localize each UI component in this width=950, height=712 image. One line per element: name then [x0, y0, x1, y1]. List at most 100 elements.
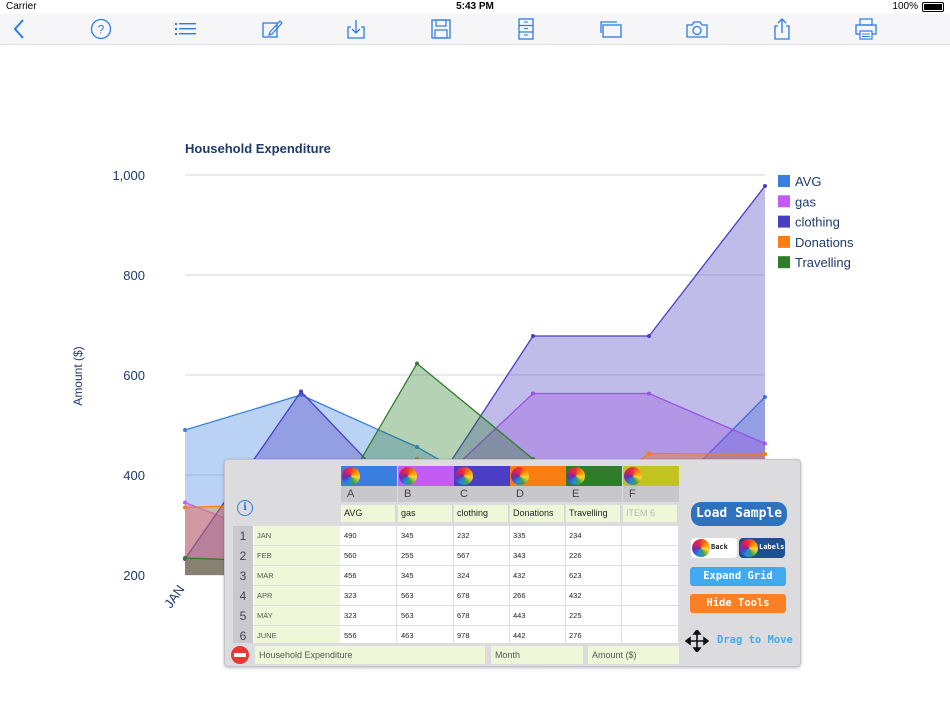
column-color-swatch[interactable]	[566, 466, 622, 486]
hide-tools-button[interactable]: Hide Tools	[690, 594, 786, 613]
data-cell[interactable]: 343	[510, 546, 566, 565]
column-color-swatch[interactable]	[341, 466, 397, 486]
data-cell[interactable]: 232	[454, 526, 510, 545]
y-tick-label: 400	[123, 468, 145, 483]
back-icon[interactable]	[6, 17, 32, 41]
legend-label: clothing	[795, 215, 840, 230]
data-cell[interactable]	[623, 586, 679, 605]
data-cell[interactable]: 490	[341, 526, 397, 545]
series-name-field[interactable]: ITEM 6	[623, 505, 678, 522]
data-cell[interactable]: 463	[398, 626, 454, 643]
data-cell[interactable]: 556	[341, 626, 397, 643]
share-icon[interactable]	[769, 17, 795, 41]
data-cell[interactable]: 323	[341, 606, 397, 625]
info-icon[interactable]: i	[237, 500, 253, 516]
row-label-field[interactable]: JAN	[254, 526, 340, 545]
filing-cabinet-icon[interactable]	[513, 17, 539, 41]
data-cell[interactable]: 345	[398, 566, 454, 585]
windows-icon[interactable]	[598, 17, 624, 41]
data-cell[interactable]: 432	[566, 586, 622, 605]
series-name-field[interactable]: Donations	[510, 505, 565, 522]
data-cell[interactable]: 266	[510, 586, 566, 605]
data-cell[interactable]	[623, 526, 679, 545]
column-header-d[interactable]: D	[510, 466, 566, 506]
series-name-field[interactable]: gas	[398, 505, 453, 522]
data-cell[interactable]: 324	[454, 566, 510, 585]
row-number: 5	[233, 606, 253, 626]
expand-grid-button[interactable]: Expand Grid	[690, 567, 786, 586]
data-point	[183, 556, 187, 560]
data-point	[647, 451, 651, 456]
row-label-field[interactable]: MAY	[254, 606, 340, 625]
edit-icon[interactable]	[259, 17, 285, 41]
back-color-button[interactable]: Back	[691, 538, 737, 558]
status-bar: Carrier 5:43 PM 100%	[0, 0, 950, 14]
data-cell[interactable]	[623, 546, 679, 565]
battery-icon	[922, 1, 944, 12]
column-header-e[interactable]: E	[566, 466, 622, 506]
data-cell[interactable]	[623, 566, 679, 585]
data-cell[interactable]: 563	[398, 586, 454, 605]
data-cell[interactable]: 563	[398, 606, 454, 625]
data-cell[interactable]: 276	[566, 626, 622, 643]
print-icon[interactable]	[853, 17, 879, 41]
labels-color-button[interactable]: Labels	[739, 538, 785, 558]
drag-handle[interactable]: Drag to Move	[684, 628, 795, 654]
data-cell[interactable]: 225	[566, 606, 622, 625]
download-icon[interactable]	[343, 17, 369, 41]
data-cell[interactable]: 442	[510, 626, 566, 643]
data-cell[interactable]: 335	[510, 526, 566, 545]
column-letter: C	[454, 486, 510, 502]
row-number: 3	[233, 566, 253, 586]
row-label-field[interactable]: APR	[254, 586, 340, 605]
column-color-swatch[interactable]	[510, 466, 566, 486]
clear-icon[interactable]	[231, 646, 249, 664]
row-label-field[interactable]: MAR	[254, 566, 340, 585]
column-letter: E	[566, 486, 622, 502]
table-row: 5 MAY 323 563 678 443 225	[233, 606, 679, 626]
y-axis-label-field[interactable]: Amount ($)	[588, 646, 679, 664]
camera-icon[interactable]	[684, 17, 710, 41]
help-icon[interactable]: ?	[88, 17, 114, 41]
data-cell[interactable]: 623	[566, 566, 622, 585]
data-cell[interactable]: 255	[398, 546, 454, 565]
data-cell[interactable]: 678	[454, 586, 510, 605]
legend-swatch	[778, 256, 790, 269]
column-color-swatch[interactable]	[398, 466, 454, 486]
save-icon[interactable]	[428, 17, 454, 41]
data-cell[interactable]: 432	[510, 566, 566, 585]
labels-color-label: Labels	[759, 543, 785, 551]
data-point	[183, 505, 187, 510]
row-label-field[interactable]: FEB	[254, 546, 340, 565]
column-header-b[interactable]: B	[398, 466, 454, 506]
series-name-field[interactable]: clothing	[454, 505, 509, 522]
move-arrows-icon	[684, 628, 710, 654]
column-header-a[interactable]: A	[341, 466, 397, 506]
data-cell[interactable]: 560	[341, 546, 397, 565]
row-number: 6	[233, 626, 253, 643]
row-label-field[interactable]: JUNE	[254, 626, 340, 643]
data-cell[interactable]: 234	[566, 526, 622, 545]
x-axis-label-field[interactable]: Month	[491, 646, 583, 664]
data-cell[interactable]: 323	[341, 586, 397, 605]
chart-title-field[interactable]: Household Expenditure	[255, 646, 485, 664]
list-icon[interactable]	[173, 17, 199, 41]
series-line	[184, 185, 766, 560]
data-cell[interactable]: 456	[341, 566, 397, 585]
data-cell[interactable]: 678	[454, 606, 510, 625]
load-sample-button[interactable]: Load Sample	[691, 502, 787, 526]
data-cell[interactable]: 978	[454, 626, 510, 643]
column-color-swatch[interactable]	[623, 466, 679, 486]
data-cell[interactable]	[623, 626, 679, 643]
data-cell[interactable]: 443	[510, 606, 566, 625]
column-header-c[interactable]: C	[454, 466, 510, 506]
column-header-f[interactable]: F	[623, 466, 679, 506]
series-name-field[interactable]: AVG	[341, 505, 396, 522]
data-cell[interactable]: 226	[566, 546, 622, 565]
data-cell[interactable]: 567	[454, 546, 510, 565]
data-cell[interactable]: 345	[398, 526, 454, 545]
column-color-swatch[interactable]	[454, 466, 510, 486]
series-name-field[interactable]: Travelling	[566, 505, 621, 522]
data-cell[interactable]	[623, 606, 679, 625]
